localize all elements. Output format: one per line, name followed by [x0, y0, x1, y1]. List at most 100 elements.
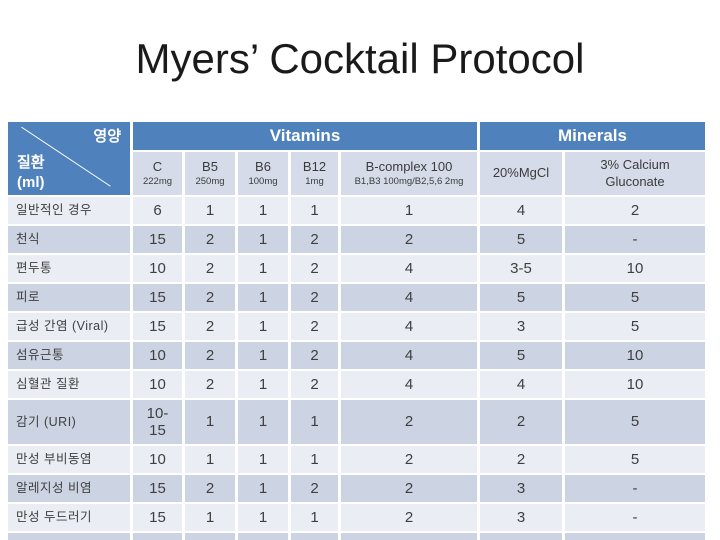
protocol-table: 영양 질환 (ml) Vitamins Minerals C 222mg B5 …: [5, 120, 708, 540]
column-name: B-complex 100: [365, 159, 453, 175]
column-header-bcomplex: B-complex 100 B1,B3 100mg/B2,5,6 2mg: [341, 152, 477, 195]
dose-value-cell: 1: [238, 371, 288, 398]
column-dose: 250mg: [195, 176, 225, 188]
dose-value-cell: 2: [291, 342, 338, 369]
dose-value-cell: 2: [185, 371, 235, 398]
dose-value-cell: 2: [291, 255, 338, 282]
table-row: 섬유근통 10 2 1 2 4 5 10: [8, 342, 705, 369]
dose-value-cell: 4: [341, 313, 477, 340]
dose-value-cell: 15: [133, 475, 182, 502]
table-row: 편두통 10 2 1 2 4 3-5 10: [8, 255, 705, 282]
row-condition-label: [8, 533, 130, 540]
dose-value-cell: 2: [341, 504, 477, 531]
corner-disease-label: 질환: [17, 154, 45, 171]
dose-value-cell: 5: [565, 446, 705, 473]
dose-value-cell: 2: [291, 284, 338, 311]
row-condition-label: 섬유근통: [8, 342, 130, 369]
dose-value-cell: 2: [480, 400, 562, 444]
group-header-vitamins: Vitamins: [133, 122, 477, 150]
dose-value-cell: 4: [341, 371, 477, 398]
dose-value-cell: 1: [238, 400, 288, 444]
dose-value-cell: 1: [238, 226, 288, 253]
dose-value-cell: 3: [480, 313, 562, 340]
column-header-b5: B5 250mg: [185, 152, 235, 195]
dose-value-cell: -: [565, 475, 705, 502]
table-row: 일반적인 경우 6 1 1 1 1 4 2: [8, 197, 705, 224]
dose-value-cell: [238, 533, 288, 540]
dose-value-cell: 1: [291, 197, 338, 224]
table-row: 심혈관 질환 10 2 1 2 4 4 10: [8, 371, 705, 398]
dose-value-cell: [291, 533, 338, 540]
dose-value-cell: 10: [565, 255, 705, 282]
dose-value-cell: 1: [238, 504, 288, 531]
dose-value-cell: [565, 533, 705, 540]
dose-value-cell: 10: [133, 371, 182, 398]
table-row: 천식 15 2 1 2 2 5-: [8, 226, 705, 253]
dose-value-cell: 10: [133, 446, 182, 473]
dose-value-cell: 5: [480, 226, 562, 253]
dose-value-cell: 10: [565, 371, 705, 398]
column-header-b12: B12 1mg: [291, 152, 338, 195]
corner-nutrient-label: 영양: [93, 128, 121, 145]
dose-value-cell: [341, 533, 477, 540]
dose-value-cell: 10- 15: [133, 400, 182, 444]
row-condition-label: 만성 부비동염: [8, 446, 130, 473]
dose-value-cell: 1: [238, 255, 288, 282]
dose-value-cell: 1: [291, 504, 338, 531]
dose-value-cell: 1: [238, 475, 288, 502]
dose-value-cell: 2: [185, 313, 235, 340]
dose-value-cell: 3: [480, 504, 562, 531]
dose-value-cell: 4: [341, 255, 477, 282]
dose-value-cell: 4: [480, 197, 562, 224]
dose-value-cell: 2: [185, 255, 235, 282]
dose-value-cell: 3: [480, 475, 562, 502]
row-condition-label: 심혈관 질환: [8, 371, 130, 398]
dose-value-cell: 4: [341, 284, 477, 311]
dose-value-cell: 6: [133, 197, 182, 224]
dose-value-cell: 5: [565, 400, 705, 444]
table-row: 급성 간염 (Viral) 15 2 1 2 4 3 5: [8, 313, 705, 340]
dose-value-cell: 1: [238, 446, 288, 473]
dose-value-cell: 2: [185, 342, 235, 369]
dose-value-cell: 2: [291, 371, 338, 398]
dose-value-cell: 10: [133, 255, 182, 282]
row-condition-label: 피로: [8, 284, 130, 311]
column-header-c: C 222mg: [133, 152, 182, 195]
row-condition-label: 감기 (URI): [8, 400, 130, 444]
row-condition-label: 천식: [8, 226, 130, 253]
dose-value-cell: 5: [565, 284, 705, 311]
dose-value-cell: 15: [133, 313, 182, 340]
dose-value-cell: 2: [565, 197, 705, 224]
dose-value-cell: 1: [238, 342, 288, 369]
column-header-mgcl: 20%MgCl: [480, 152, 562, 195]
dose-value-cell: 1: [291, 446, 338, 473]
column-name: 20%MgCl: [492, 165, 550, 181]
column-header-b6: B6 100mg: [238, 152, 288, 195]
dose-value-cell: 15: [133, 284, 182, 311]
dose-value-cell: 5: [480, 284, 562, 311]
diagonal-divider-line: [8, 122, 130, 195]
column-dose: 100mg: [248, 176, 278, 188]
dose-value-cell: 15: [133, 504, 182, 531]
dose-value-cell: 2: [341, 446, 477, 473]
group-header-minerals: Minerals: [480, 122, 705, 150]
dose-value-cell: 1: [238, 284, 288, 311]
dose-value-cell: 4: [480, 371, 562, 398]
dose-value-cell: 10: [565, 342, 705, 369]
dose-value-cell: 2: [480, 446, 562, 473]
column-name: 3% Calcium Gluconate: [600, 157, 670, 189]
dose-value-cell: [480, 533, 562, 540]
table-row: 감기 (URI) 10- 15 1 1 1 2 2 5: [8, 400, 705, 444]
column-name: B12: [302, 159, 327, 175]
dose-value-cell: 2: [185, 284, 235, 311]
row-condition-label: 알레지성 비염: [8, 475, 130, 502]
corner-header-cell: 영양 질환 (ml): [8, 122, 130, 195]
column-dose: 222mg: [142, 176, 173, 188]
row-condition-label: 편두통: [8, 255, 130, 282]
dose-value-cell: 1: [185, 504, 235, 531]
column-header-calcium: 3% Calcium Gluconate: [565, 152, 705, 195]
dose-value-cell: -: [565, 226, 705, 253]
row-condition-label: 급성 간염 (Viral): [8, 313, 130, 340]
corner-unit-label: (ml): [17, 174, 45, 191]
dose-value-cell: 5: [565, 313, 705, 340]
